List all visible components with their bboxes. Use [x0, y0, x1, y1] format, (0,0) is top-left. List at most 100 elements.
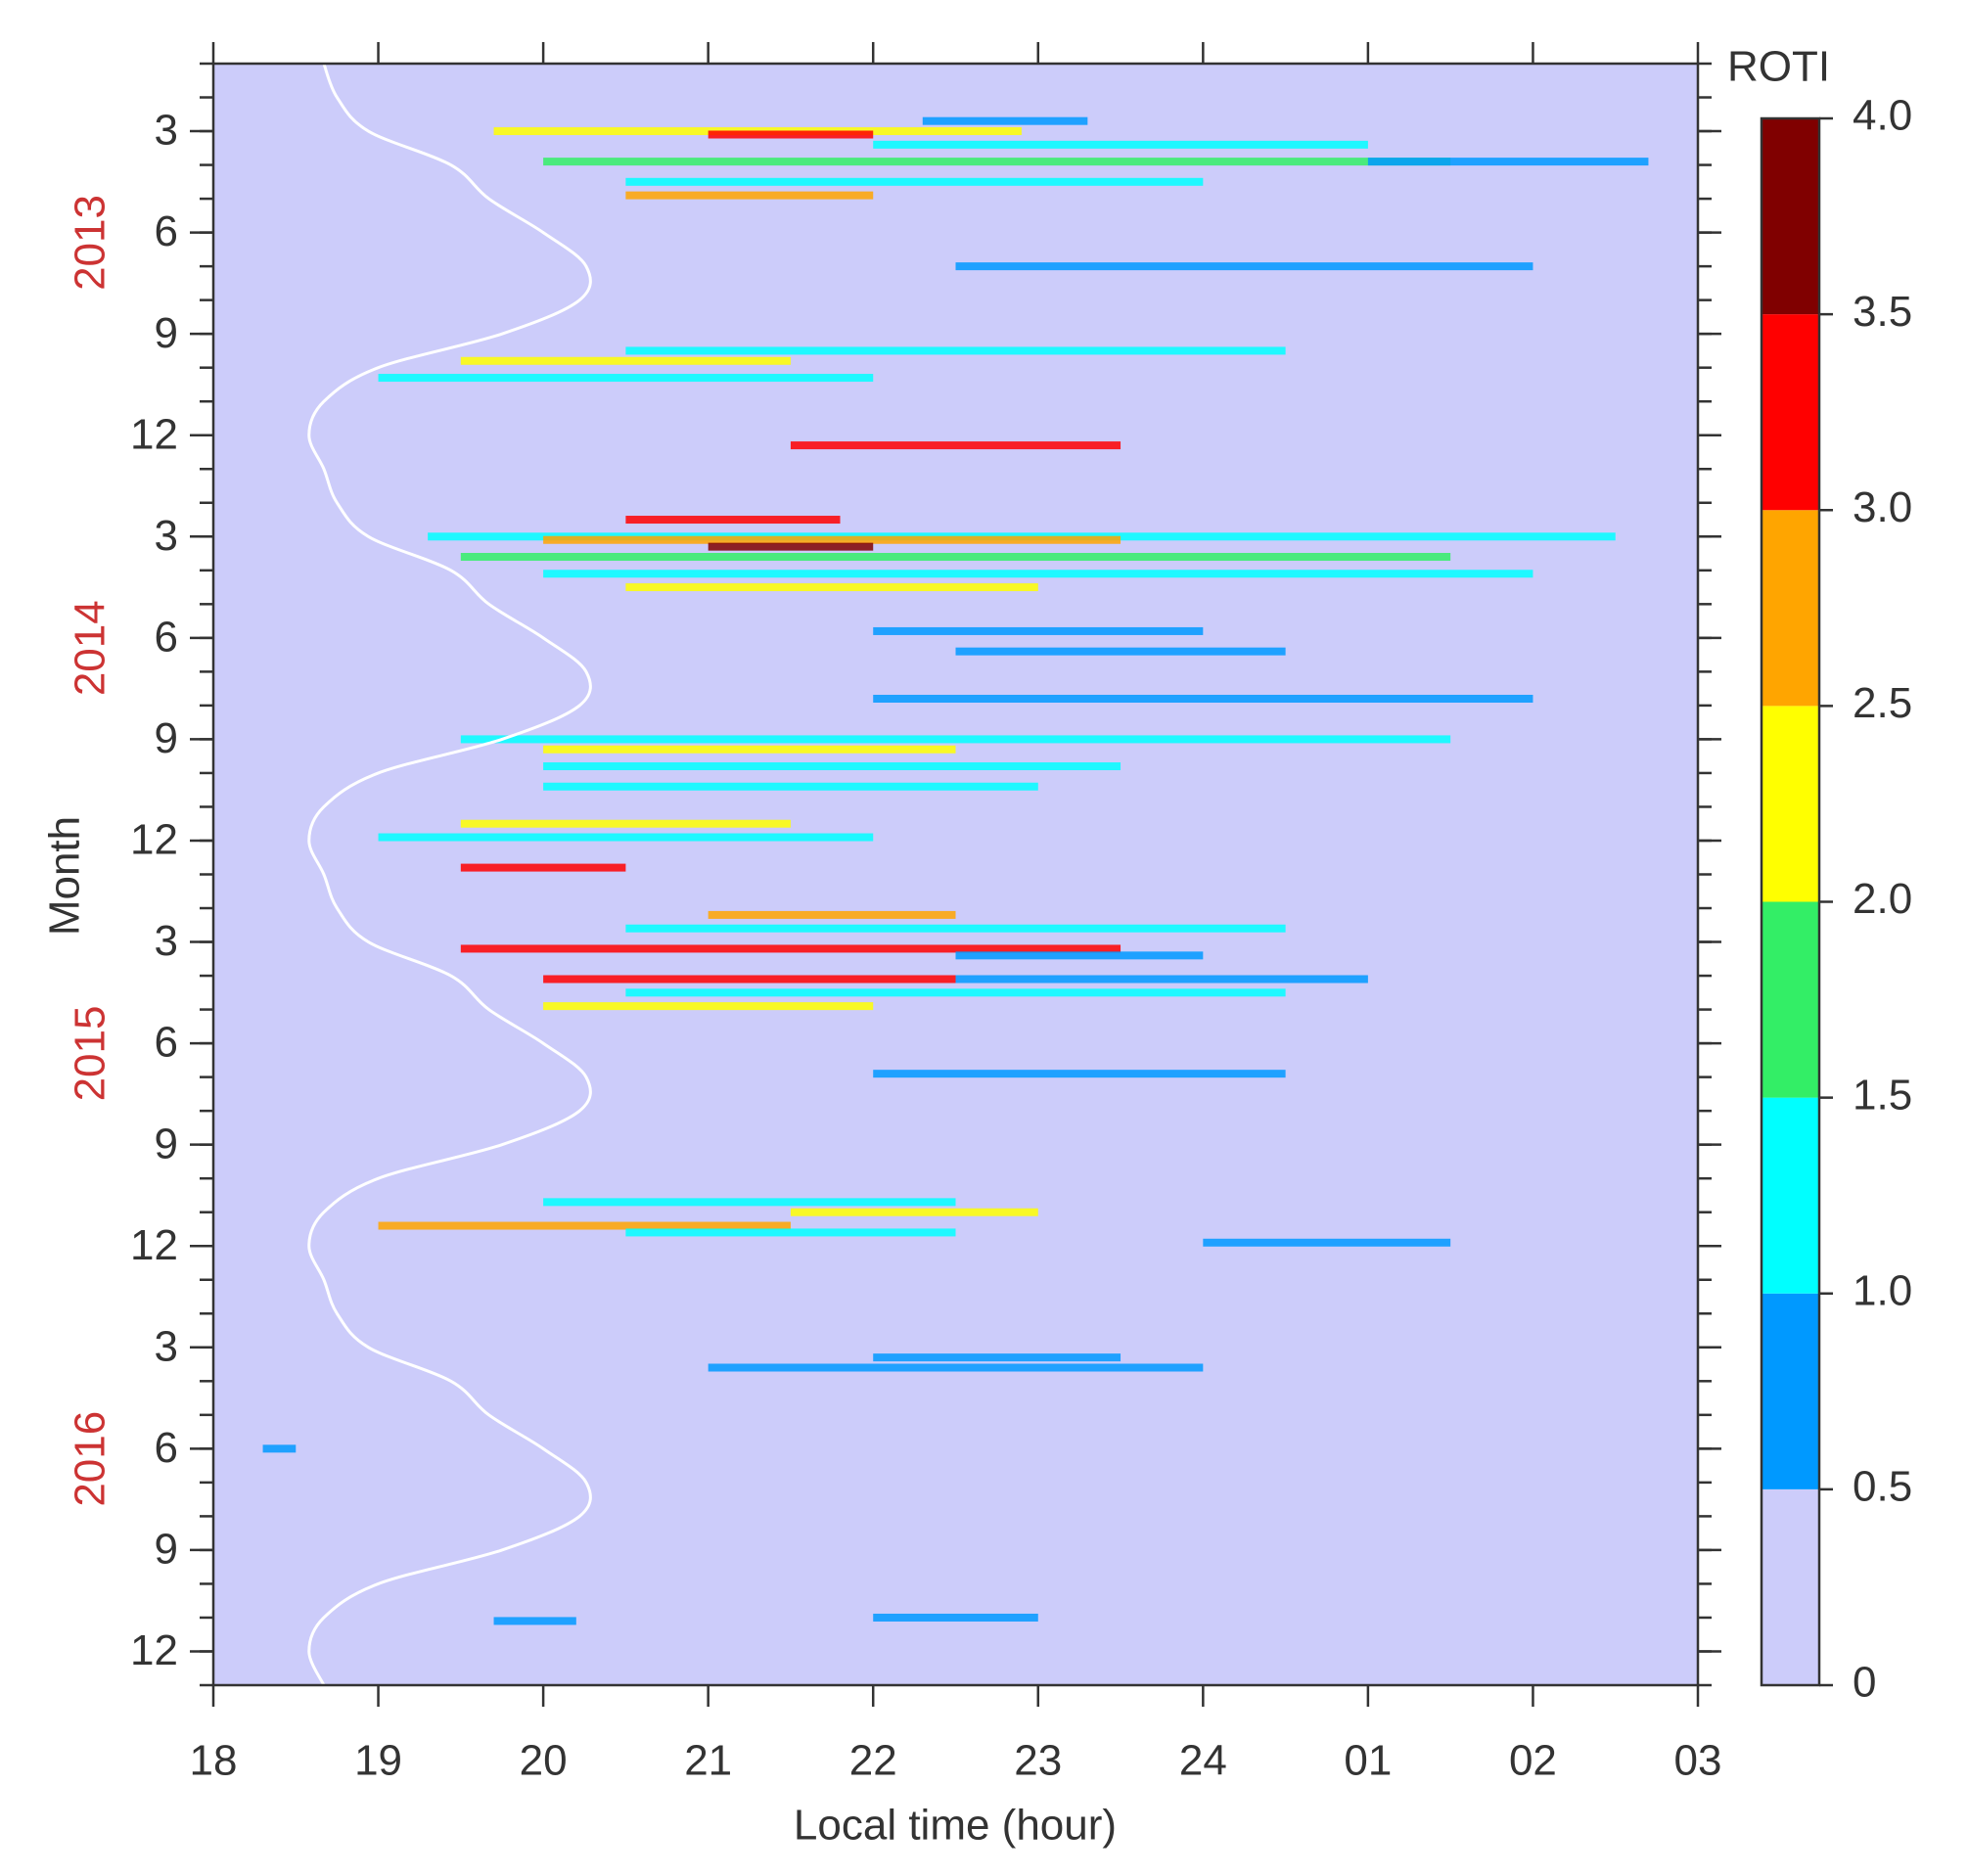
y-tick-label: 12: [130, 1221, 178, 1269]
heatmap-streak: [873, 694, 1533, 703]
heatmap-streak: [460, 553, 1451, 562]
colorbar-segment: [1762, 901, 1819, 1098]
colorbar-tick-label: 1.5: [1853, 1071, 1912, 1119]
y-tick-label: 3: [155, 917, 178, 965]
colorbar-segment: [1762, 1293, 1819, 1489]
heatmap-streak: [543, 975, 956, 984]
x-tick-label: 19: [354, 1737, 402, 1785]
heatmap-streak: [378, 374, 874, 383]
heatmap-streak: [625, 583, 1038, 592]
y-tick-label: 6: [155, 613, 178, 661]
y-tick-label: 6: [155, 1424, 178, 1472]
heatmap-streak: [625, 346, 1286, 355]
heatmap-streak: [625, 177, 1204, 186]
heatmap-streak: [460, 735, 1451, 744]
x-tick-label: 20: [520, 1737, 568, 1785]
y-tick-label: 9: [155, 1120, 178, 1167]
colorbar-tick-label: 2.0: [1853, 875, 1912, 923]
heatmap-streak: [460, 944, 1121, 953]
heatmap-streak: [922, 116, 1088, 125]
heatmap-streak: [543, 535, 1121, 544]
x-tick-label: 22: [849, 1737, 897, 1785]
colorbar-tick-label: 0: [1853, 1659, 1876, 1707]
colorbar-segment: [1762, 510, 1819, 707]
heatmap-streak: [708, 542, 874, 551]
y-tick-label: 12: [130, 816, 178, 864]
x-tick-label: 02: [1509, 1737, 1557, 1785]
colorbar-tick-label: 4.0: [1853, 92, 1912, 140]
heatmap-streak: [708, 1363, 1204, 1372]
heatmap-streak: [625, 516, 841, 525]
heatmap-streak: [708, 910, 956, 919]
heatmap-streak: [493, 1617, 576, 1625]
heatmap-streak: [543, 158, 1451, 166]
x-tick-label: 21: [684, 1737, 732, 1785]
heatmap-streak: [708, 130, 874, 139]
heatmap-streak: [543, 782, 1038, 791]
y-tick-label: 12: [130, 410, 178, 458]
x-tick-label: 01: [1344, 1737, 1392, 1785]
x-axis-label: Local time (hour): [794, 1802, 1117, 1850]
year-label: 2013: [67, 195, 114, 291]
heatmap-streak: [543, 1002, 874, 1011]
colorbar-tick-label: 3.0: [1853, 483, 1912, 531]
x-tick-label: 23: [1014, 1737, 1062, 1785]
year-label: 2016: [67, 1411, 114, 1507]
heatmap-streak: [955, 262, 1533, 271]
heatmap-streak: [955, 647, 1286, 656]
heatmap-streak: [378, 833, 874, 842]
y-tick-label: 9: [155, 309, 178, 357]
y-tick-label: 9: [155, 1526, 178, 1574]
year-label: 2015: [67, 1006, 114, 1102]
colorbar-segment: [1762, 1488, 1819, 1685]
heatmap-streak: [460, 863, 626, 872]
heatmap-streak: [543, 570, 1533, 578]
heatmap-streak: [543, 1198, 956, 1207]
heatmap-streak: [543, 762, 1121, 771]
y-tick-label: 3: [155, 107, 178, 155]
y-axis-label: Month: [41, 816, 89, 936]
heatmap-streak: [1203, 1238, 1451, 1247]
heatmap-streak: [625, 191, 874, 200]
colorbar-label: ROTI: [1727, 43, 1830, 91]
y-tick-label: 3: [155, 1322, 178, 1370]
y-tick-label: 12: [130, 1626, 178, 1674]
heatmap-streak: [460, 819, 791, 828]
y-tick-label: 6: [155, 1019, 178, 1067]
colorbar-tick-label: 1.0: [1853, 1266, 1912, 1314]
colorbar-tick-label: 2.5: [1853, 679, 1912, 727]
heatmap-streak: [790, 1208, 1038, 1216]
x-tick-label: 24: [1179, 1737, 1227, 1785]
heatmap-streak: [873, 1070, 1286, 1078]
x-tick-label: 18: [190, 1737, 238, 1785]
heatmap-streak: [460, 356, 791, 365]
x-tick-label: 03: [1674, 1737, 1722, 1785]
curve: [307, 63, 592, 1686]
heatmap-streak: [873, 626, 1204, 635]
colorbar-segment: [1762, 314, 1819, 511]
colorbar-segment: [1762, 1097, 1819, 1294]
heatmap-streak: [262, 1444, 297, 1453]
heatmap-streak: [873, 1353, 1121, 1362]
heatmap-streak: [955, 951, 1204, 960]
y-tick-label: 6: [155, 207, 178, 255]
colorbar-segment: [1762, 706, 1819, 902]
heatmap-background: [213, 64, 1698, 1685]
colorbar-tick-label: 3.5: [1853, 288, 1912, 336]
heatmap-streak: [1367, 158, 1649, 166]
colorbar-tick-label: 0.5: [1853, 1463, 1912, 1511]
heatmap-streak: [625, 1228, 956, 1237]
colorbar-segment: [1762, 118, 1819, 315]
heatmap-streak: [625, 988, 1286, 997]
heatmap-streak: [955, 975, 1368, 984]
heatmap-streak: [873, 1613, 1038, 1622]
heatmap-streak: [543, 745, 956, 754]
heatmap-streak: [378, 1221, 791, 1230]
y-tick-label: 9: [155, 714, 178, 762]
heatmap-streak: [873, 140, 1368, 149]
heatmap-streak: [790, 441, 1121, 450]
y-tick-label: 3: [155, 512, 178, 560]
year-label: 2014: [67, 600, 114, 696]
heatmap-streak: [625, 924, 1286, 933]
